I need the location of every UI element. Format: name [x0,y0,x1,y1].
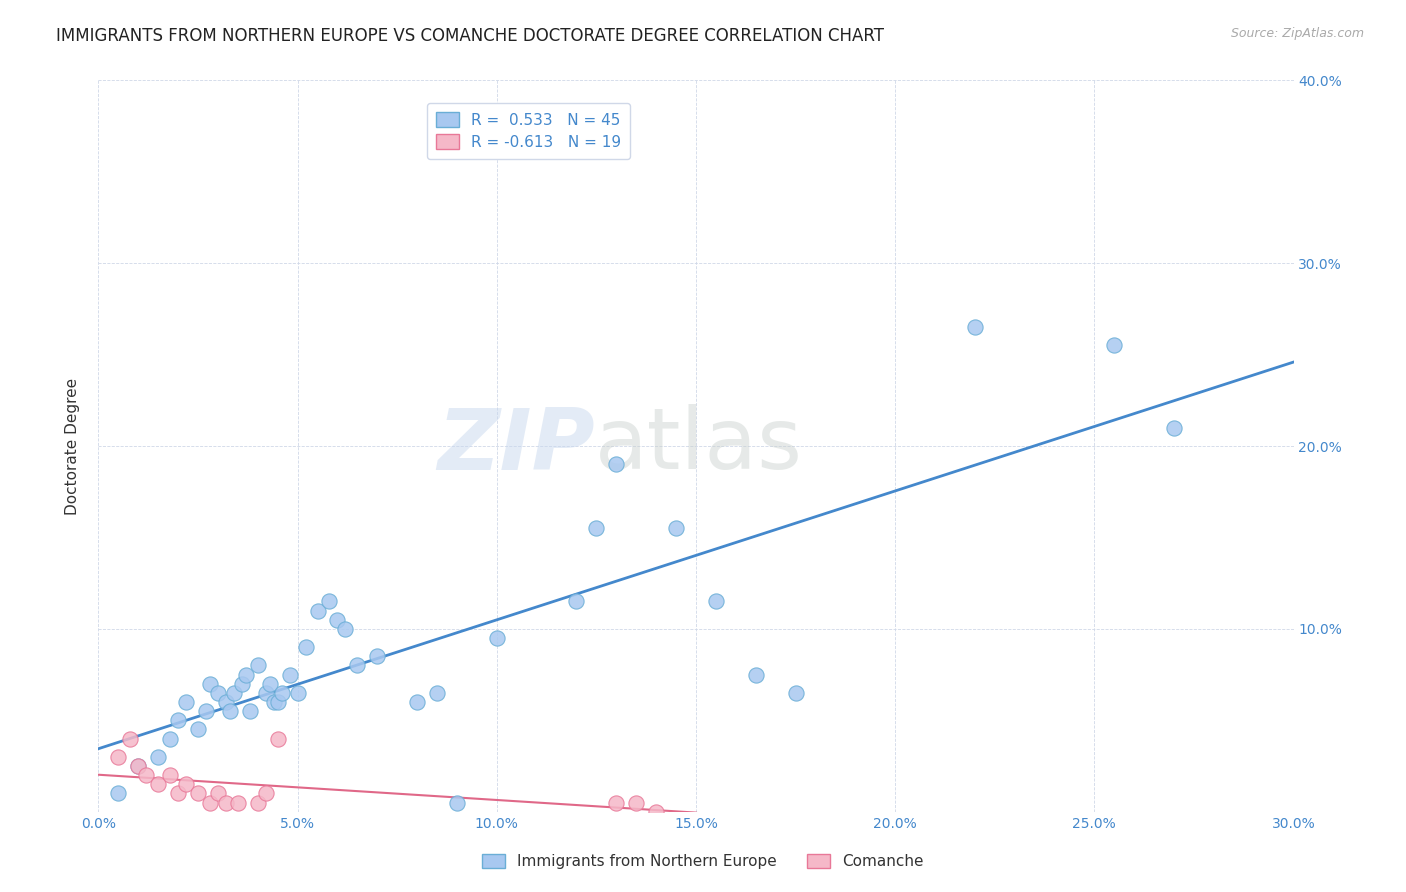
Point [215,695,238,709]
Point [246,658,269,673]
Point [187,787,209,801]
Point [187,723,209,737]
Point [446,796,468,810]
Point [426,686,449,700]
Point [665,521,688,535]
Point [207,787,229,801]
Point [270,686,292,700]
Point [215,796,238,810]
Point [267,695,290,709]
Point [645,805,668,819]
Point [148,749,170,764]
Point [1163,421,1185,435]
Point [1104,338,1126,352]
Point [107,749,129,764]
Point [307,603,329,617]
Point [246,796,269,810]
Point [346,658,368,673]
Point [120,731,142,746]
Point [335,622,357,636]
Point [148,777,170,791]
Point [207,686,229,700]
Point [127,759,149,773]
Point [254,686,277,700]
Point [226,796,249,810]
Point [167,787,190,801]
Point [785,686,807,700]
Text: ZIP: ZIP [437,404,595,488]
Point [174,777,197,791]
Text: atlas: atlas [595,404,803,488]
Point [219,704,242,718]
Point [267,731,290,746]
Point [485,631,508,645]
Point [222,686,245,700]
Point [259,676,281,690]
Point [605,457,627,471]
Point [585,521,607,535]
Point [159,731,181,746]
Point [366,649,388,664]
Point [198,796,221,810]
Point [231,676,253,690]
Point [704,594,727,608]
Legend: R =  0.533   N = 45, R = -0.613   N = 19: R = 0.533 N = 45, R = -0.613 N = 19 [427,103,630,159]
Point [278,667,301,681]
Point [263,695,285,709]
Point [963,320,986,334]
Point [198,676,221,690]
Point [167,714,190,728]
Point [254,787,277,801]
Point [745,667,768,681]
Text: IMMIGRANTS FROM NORTHERN EUROPE VS COMANCHE DOCTORATE DEGREE CORRELATION CHART: IMMIGRANTS FROM NORTHERN EUROPE VS COMAN… [56,27,884,45]
Point [294,640,316,655]
Point [235,667,257,681]
Point [565,594,588,608]
Legend: Immigrants from Northern Europe, Comanche: Immigrants from Northern Europe, Comanch… [475,848,931,875]
Point [318,594,340,608]
Point [406,695,429,709]
Point [287,686,309,700]
Point [605,796,627,810]
Point [127,759,149,773]
Point [159,768,181,782]
Point [174,695,197,709]
Point [326,613,349,627]
Point [626,796,648,810]
Point [135,768,157,782]
Text: Source: ZipAtlas.com: Source: ZipAtlas.com [1230,27,1364,40]
Point [195,704,218,718]
Point [107,787,129,801]
Y-axis label: Doctorate Degree: Doctorate Degree [65,377,80,515]
Point [239,704,262,718]
